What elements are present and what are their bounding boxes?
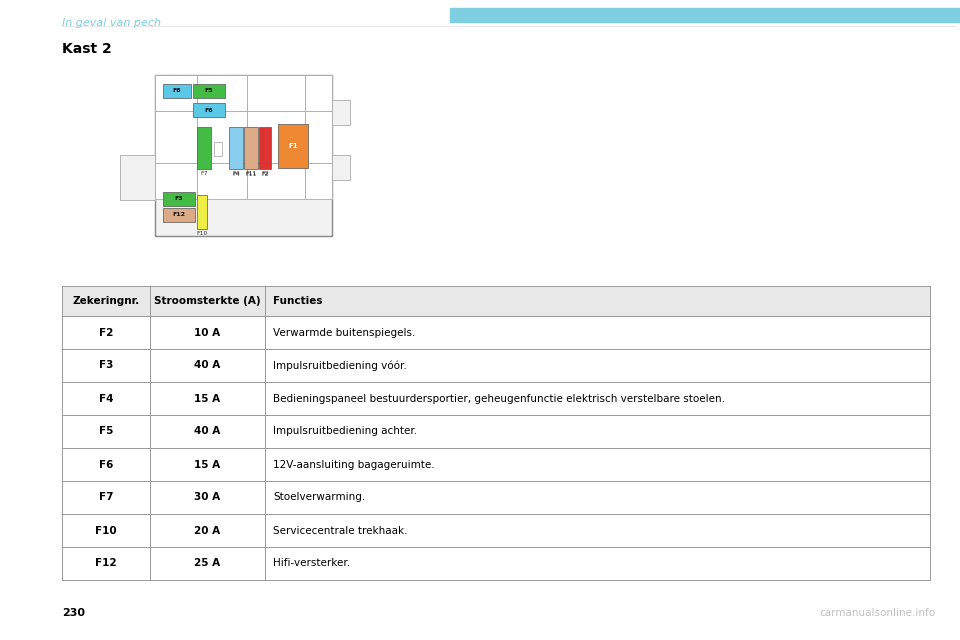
Text: F12: F12 bbox=[173, 212, 185, 218]
Bar bbox=[278, 124, 308, 168]
Text: Verwarmde buitenspiegels.: Verwarmde buitenspiegels. bbox=[273, 328, 416, 337]
Bar bbox=[193, 103, 225, 117]
Text: F10: F10 bbox=[95, 525, 117, 536]
Bar bbox=[197, 111, 247, 163]
Bar bbox=[244, 127, 258, 169]
Text: F4: F4 bbox=[232, 172, 240, 177]
Text: Kast 2: Kast 2 bbox=[62, 42, 111, 56]
Bar bbox=[193, 84, 225, 98]
Text: F3: F3 bbox=[175, 196, 183, 202]
Text: 12V-aansluiting bagageruimte.: 12V-aansluiting bagageruimte. bbox=[273, 460, 435, 470]
Bar bbox=[305, 111, 332, 163]
Text: Stoelverwarming.: Stoelverwarming. bbox=[273, 493, 365, 502]
Bar bbox=[247, 111, 305, 163]
Text: F4: F4 bbox=[232, 171, 240, 176]
Text: Zekeringnr.: Zekeringnr. bbox=[72, 296, 139, 306]
Bar bbox=[197, 75, 247, 111]
Text: F11: F11 bbox=[246, 172, 256, 177]
Text: F3: F3 bbox=[99, 360, 113, 371]
Bar bbox=[332, 100, 350, 125]
Text: F11: F11 bbox=[246, 171, 256, 176]
Text: Impulsruitbediening vóór.: Impulsruitbediening vóór. bbox=[273, 360, 407, 371]
Text: F1: F1 bbox=[288, 143, 298, 149]
Text: Servicecentrale trekhaak.: Servicecentrale trekhaak. bbox=[273, 525, 407, 536]
Bar bbox=[62, 286, 930, 316]
Bar bbox=[214, 142, 222, 156]
Text: 40 A: 40 A bbox=[194, 426, 221, 436]
Text: 30 A: 30 A bbox=[195, 493, 221, 502]
Bar bbox=[247, 163, 305, 199]
Text: F8: F8 bbox=[173, 88, 181, 93]
Text: 25 A: 25 A bbox=[195, 559, 221, 568]
Text: F6: F6 bbox=[99, 460, 113, 470]
Bar bbox=[197, 127, 211, 169]
Bar bbox=[120, 155, 155, 200]
Text: F2: F2 bbox=[99, 328, 113, 337]
Bar bbox=[155, 75, 197, 111]
Bar bbox=[450, 8, 960, 22]
Text: F2: F2 bbox=[261, 172, 269, 177]
Text: 40 A: 40 A bbox=[194, 360, 221, 371]
Text: F5: F5 bbox=[204, 88, 213, 93]
Text: F4: F4 bbox=[99, 394, 113, 403]
Bar bbox=[163, 208, 195, 222]
Text: F10: F10 bbox=[196, 231, 207, 236]
Bar bbox=[332, 155, 350, 180]
Bar bbox=[305, 75, 332, 111]
Text: 15 A: 15 A bbox=[195, 460, 221, 470]
Bar bbox=[305, 163, 332, 199]
Bar bbox=[259, 127, 271, 169]
Bar bbox=[197, 195, 207, 229]
Bar bbox=[247, 75, 305, 111]
Text: F2: F2 bbox=[261, 171, 269, 176]
Text: 10 A: 10 A bbox=[195, 328, 221, 337]
Bar bbox=[163, 84, 191, 98]
Text: Functies: Functies bbox=[273, 296, 323, 306]
Text: F7: F7 bbox=[201, 171, 207, 176]
Text: Impulsruitbediening achter.: Impulsruitbediening achter. bbox=[273, 426, 418, 436]
Bar bbox=[197, 163, 247, 199]
Text: F5: F5 bbox=[99, 426, 113, 436]
Text: 230: 230 bbox=[62, 608, 85, 618]
Bar bbox=[155, 111, 197, 163]
Text: Stroomsterkte (A): Stroomsterkte (A) bbox=[155, 296, 261, 306]
Text: carmanualsonline.info: carmanualsonline.info bbox=[819, 608, 935, 618]
Text: 15 A: 15 A bbox=[195, 394, 221, 403]
Text: F12: F12 bbox=[95, 559, 117, 568]
Bar bbox=[163, 192, 195, 206]
Bar bbox=[229, 127, 243, 169]
Text: Hifi-versterker.: Hifi-versterker. bbox=[273, 559, 350, 568]
Text: F6: F6 bbox=[204, 108, 213, 113]
Bar bbox=[155, 163, 197, 199]
Text: 20 A: 20 A bbox=[195, 525, 221, 536]
Text: In geval van pech: In geval van pech bbox=[62, 18, 161, 28]
Text: Bedieningspaneel bestuurdersportier, geheugenfunctie elektrisch verstelbare stoe: Bedieningspaneel bestuurdersportier, geh… bbox=[273, 394, 725, 403]
Text: F7: F7 bbox=[99, 493, 113, 502]
Bar bbox=[155, 75, 332, 236]
